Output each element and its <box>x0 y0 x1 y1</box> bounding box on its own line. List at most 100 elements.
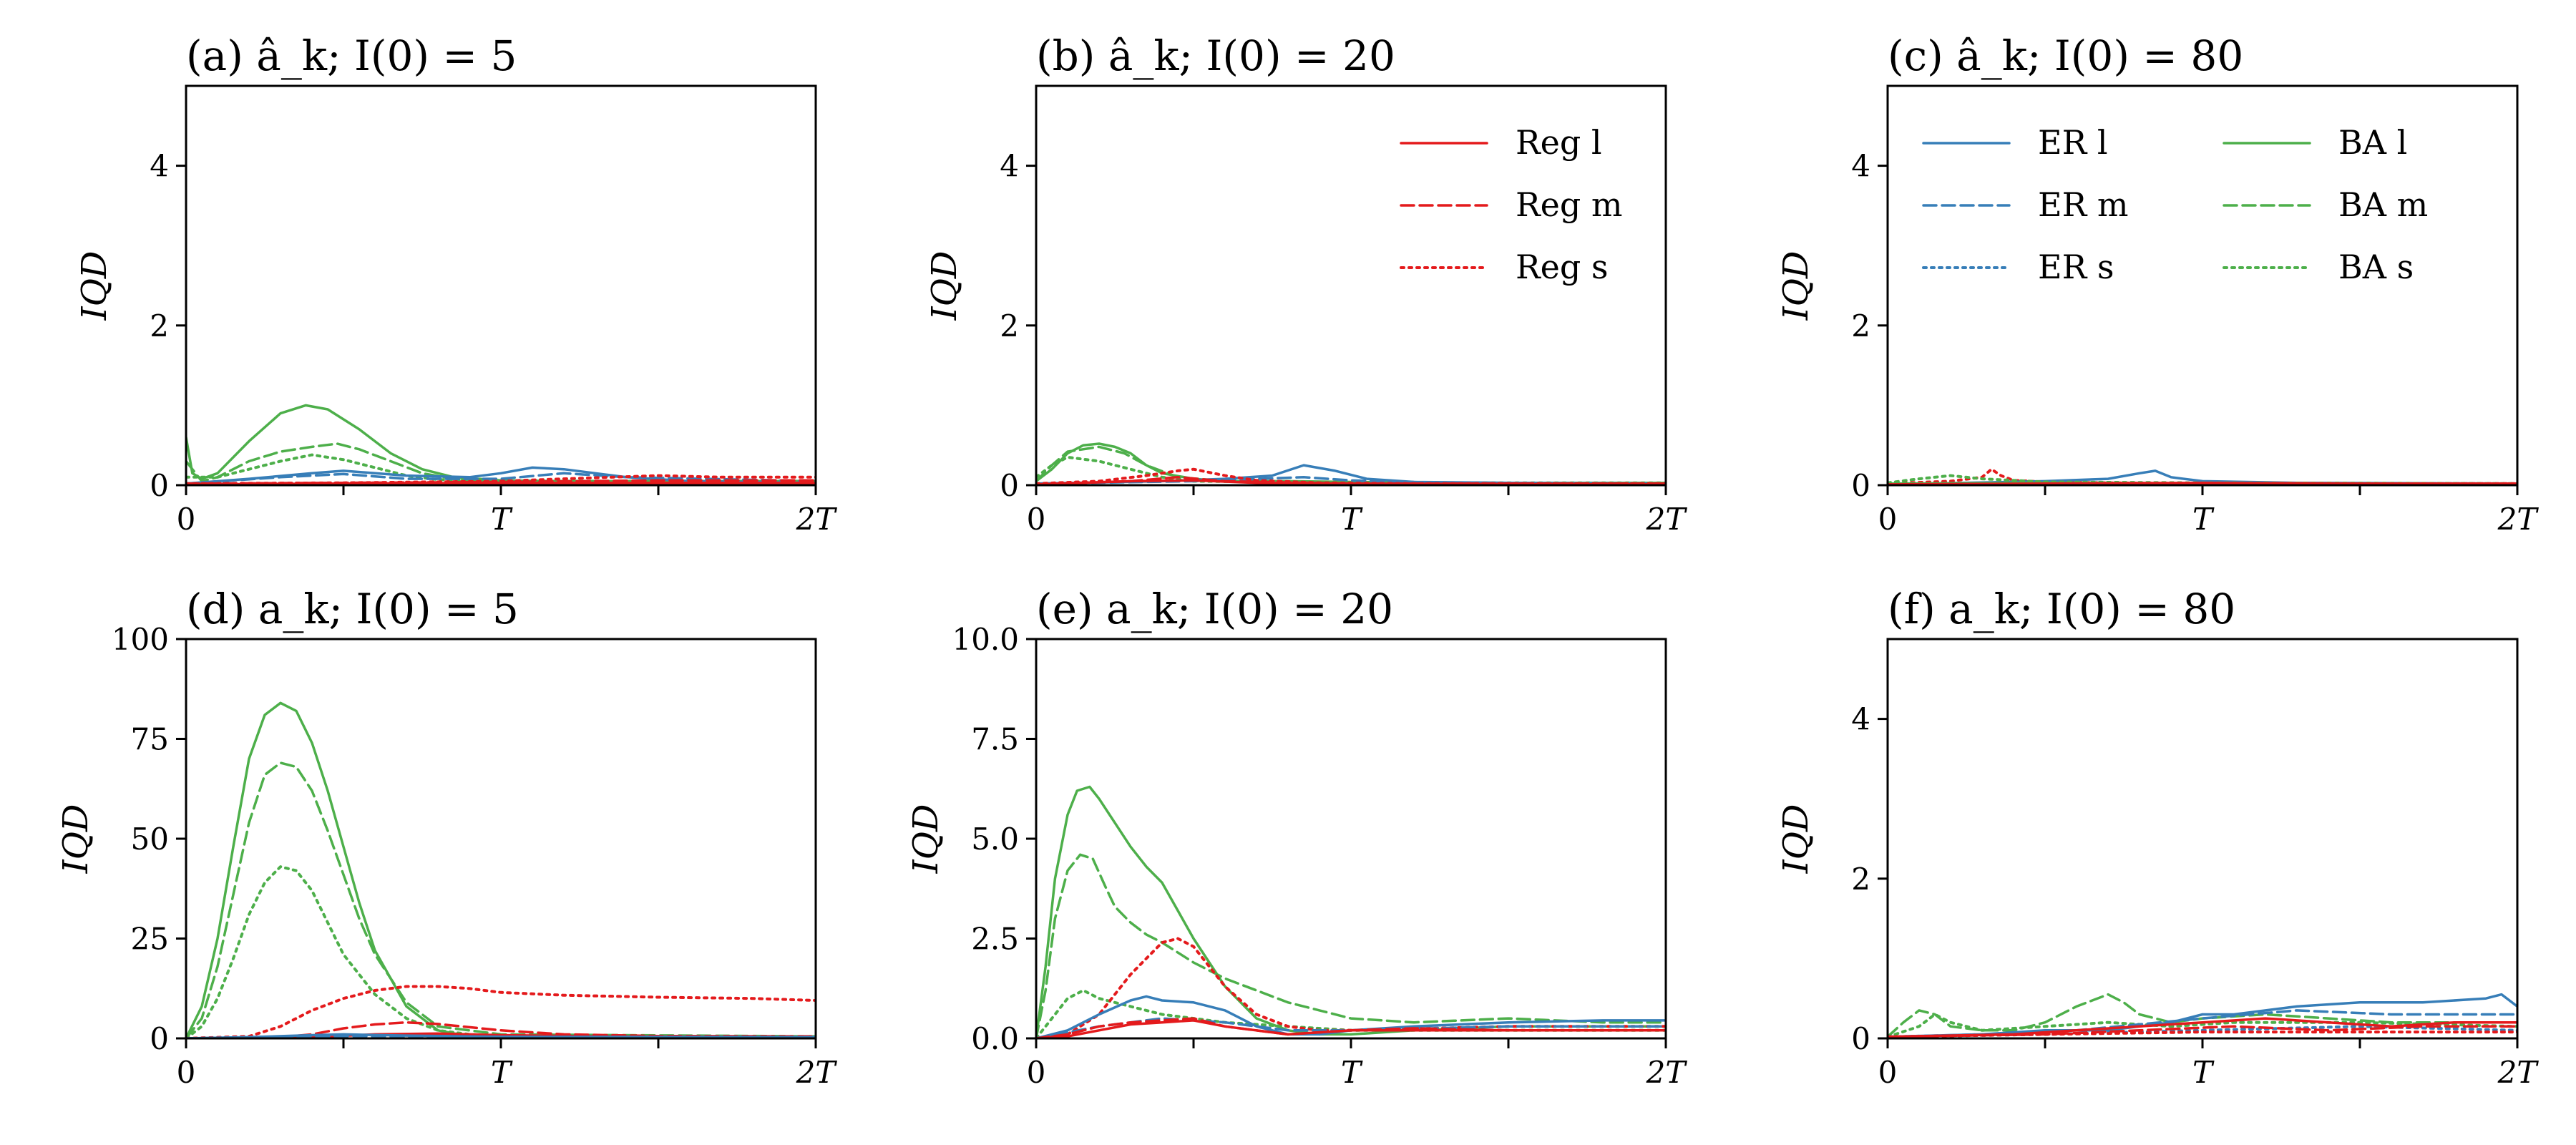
legend-label: BA m <box>2338 185 2428 224</box>
y-tick-label: 4 <box>150 149 169 184</box>
y-tick-label: 0 <box>1851 1021 1870 1056</box>
chart-panel-3: 0 T 2T 0 25 50 75 100 IQD (d) a_k; I(0) = 5 <box>56 585 837 1090</box>
x-tick-label: 2T <box>796 1055 838 1090</box>
x-tick-label: 0 <box>177 1055 196 1090</box>
legend-label: ER m <box>2038 185 2128 224</box>
y-tick-label: 0 <box>150 1021 169 1056</box>
y-axis-label: IQD <box>924 251 965 321</box>
y-tick-label: 7.5 <box>971 722 1019 757</box>
series-group <box>1036 785 1666 1038</box>
series-line-ba-l <box>1036 785 1666 1038</box>
plot-frame <box>1886 84 2519 487</box>
series-line-ba-m <box>1036 853 1666 1038</box>
y-axis-label: IQD <box>56 804 96 874</box>
y-tick-label: 2 <box>1000 308 1019 344</box>
x-tick-label: 0 <box>1027 1055 1046 1090</box>
x-tick-label: 2T <box>1646 502 1688 537</box>
chart-title: (d) a_k; I(0) = 5 <box>186 585 519 633</box>
legend-label: BA l <box>2338 123 2407 162</box>
y-tick-label: 2 <box>150 308 169 344</box>
series-group <box>1888 467 2517 485</box>
y-tick-label: 4 <box>1851 702 1870 737</box>
y-tick-label: 25 <box>131 922 169 957</box>
y-tick-label: 0 <box>150 468 169 503</box>
y-tick-label: 0.0 <box>971 1021 1019 1056</box>
x-tick-label: 0 <box>1027 502 1046 537</box>
legend: Reg l Reg m Reg s <box>1400 123 1623 286</box>
series-group <box>1888 993 2517 1038</box>
y-tick-label: 2.5 <box>971 922 1019 957</box>
legend-label: Reg m <box>1516 185 1623 224</box>
series-line-reg-l <box>1888 1017 2517 1038</box>
plot-frame <box>185 84 817 487</box>
y-tick-label: 5.0 <box>971 822 1019 857</box>
x-tick-label: T <box>491 502 513 537</box>
plot-frame <box>185 638 817 1040</box>
y-axis-label: IQD <box>1776 251 1816 321</box>
series-line-ba-m <box>186 761 816 1038</box>
series-line-reg-l <box>1888 481 2517 485</box>
legend-label: Reg l <box>1516 123 1602 162</box>
x-tick-label: T <box>2192 1055 2215 1090</box>
y-axis-label: IQD <box>906 804 946 874</box>
chart-title: (c) â_k; I(0) = 80 <box>1888 31 2243 80</box>
x-tick-label: 0 <box>1878 1055 1898 1090</box>
x-tick-label: 2T <box>1646 1055 1688 1090</box>
series-line-ba-s <box>1888 1013 2517 1038</box>
series-group <box>186 701 816 1038</box>
y-tick-label: 10.0 <box>952 622 1019 657</box>
x-tick-label: 0 <box>177 502 196 537</box>
series-line-er-m <box>186 472 816 485</box>
x-tick-label: 2T <box>2497 502 2540 537</box>
legend: ER l ER m ER s BA l BA m BA s <box>1922 123 2428 286</box>
legend-label: ER s <box>2038 248 2114 286</box>
series-line-ba-l <box>186 404 816 483</box>
y-tick-label: 50 <box>131 822 169 857</box>
y-tick-label: 4 <box>1851 149 1870 184</box>
series-line-reg-s <box>1888 1030 2517 1038</box>
y-axis-label: IQD <box>1776 804 1816 874</box>
y-tick-label: 0 <box>1851 468 1870 503</box>
chart-panel-5: 0 T 2T 0 2 4 IQD (f) a_k; I(0) = 80 <box>1776 585 2539 1090</box>
y-tick-label: 100 <box>112 622 169 657</box>
y-tick-label: 75 <box>131 722 169 757</box>
plot-frame <box>1886 638 2519 1040</box>
y-tick-label: 2 <box>1851 862 1870 897</box>
series-group <box>186 404 816 485</box>
series-line-ba-s <box>186 865 816 1038</box>
y-tick-label: 4 <box>1000 149 1019 184</box>
series-line-er-l <box>1888 993 2517 1038</box>
chart-title: (e) a_k; I(0) = 20 <box>1036 585 1393 633</box>
series-line-reg-s <box>186 985 816 1038</box>
legend-label: ER l <box>2038 123 2108 162</box>
y-tick-label: 0 <box>1000 468 1019 503</box>
series-line-er-l <box>1036 995 1666 1038</box>
x-tick-label: T <box>1341 502 1363 537</box>
x-tick-label: 2T <box>2497 1055 2540 1090</box>
series-line-ba-m <box>1888 993 2517 1038</box>
plot-frame <box>1035 638 1667 1040</box>
chart-title: (b) â_k; I(0) = 20 <box>1036 31 1395 80</box>
series-line-ba-l <box>186 701 816 1038</box>
series-line-ba-s <box>1036 455 1666 484</box>
series-line-reg-l <box>186 481 816 485</box>
y-tick-label: 2 <box>1851 308 1870 344</box>
x-tick-label: 2T <box>796 502 838 537</box>
chart-panel-2: 0 T 2T 0 2 4 IQD (c) â_k; I(0) = 80 ER l ER m ER s… <box>1776 31 2539 537</box>
x-tick-label: T <box>491 1055 513 1090</box>
x-tick-label: T <box>2192 502 2215 537</box>
x-tick-label: T <box>1341 1055 1363 1090</box>
chart-title: (f) a_k; I(0) = 80 <box>1888 585 2235 633</box>
series-group <box>1036 442 1666 485</box>
x-tick-label: 0 <box>1878 502 1898 537</box>
legend-label: Reg s <box>1516 248 1609 286</box>
chart-panel-0: 0 T 2T 0 2 4 IQD (a) â_k; I(0) = 5 <box>74 31 837 537</box>
series-line-er-m <box>186 1034 816 1038</box>
series-line-reg-l <box>1036 1019 1666 1038</box>
series-line-reg-l <box>1036 479 1666 485</box>
y-axis-label: IQD <box>74 251 114 321</box>
chart-title: (a) â_k; I(0) = 5 <box>186 31 517 80</box>
chart-panel-4: 0 T 2T 0.0 2.5 5.0 7.5 10.0 IQD (e) a_k; I(0) = 2… <box>906 585 1687 1090</box>
